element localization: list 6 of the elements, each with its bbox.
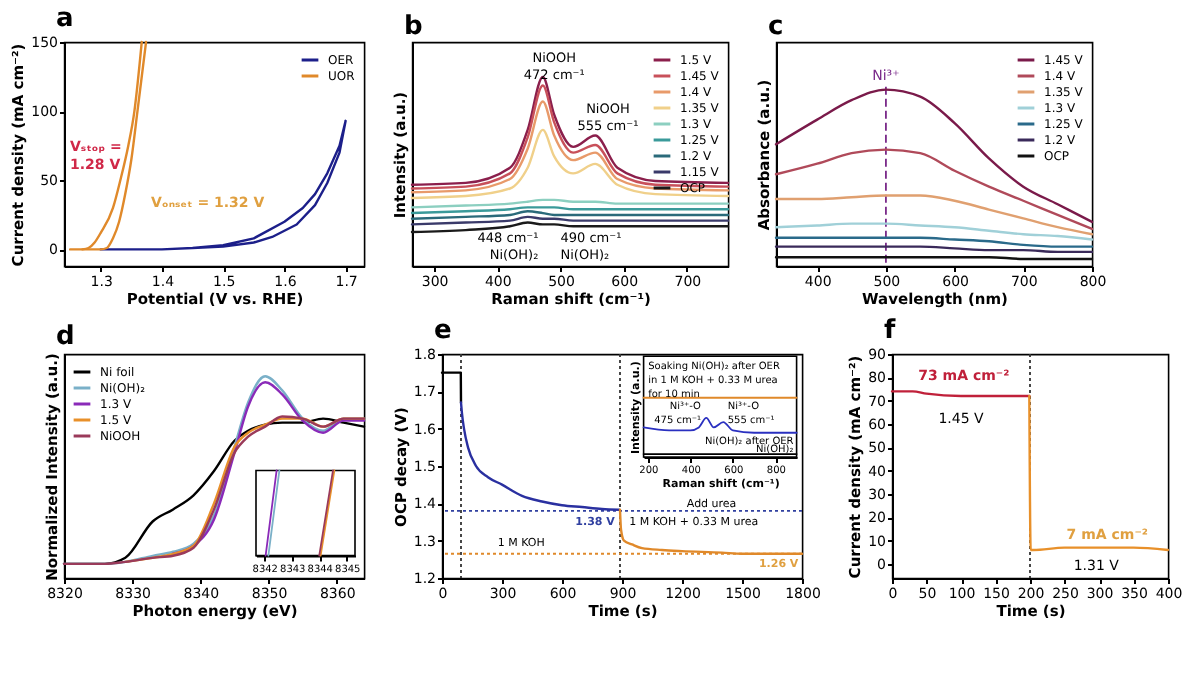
chart-title: e [434, 316, 452, 346]
chart-title: d [56, 322, 75, 353]
chart-title: f [884, 316, 896, 346]
chart-title: a [56, 4, 74, 34]
chart-title: b [404, 12, 423, 42]
chart-title: c [768, 12, 784, 42]
